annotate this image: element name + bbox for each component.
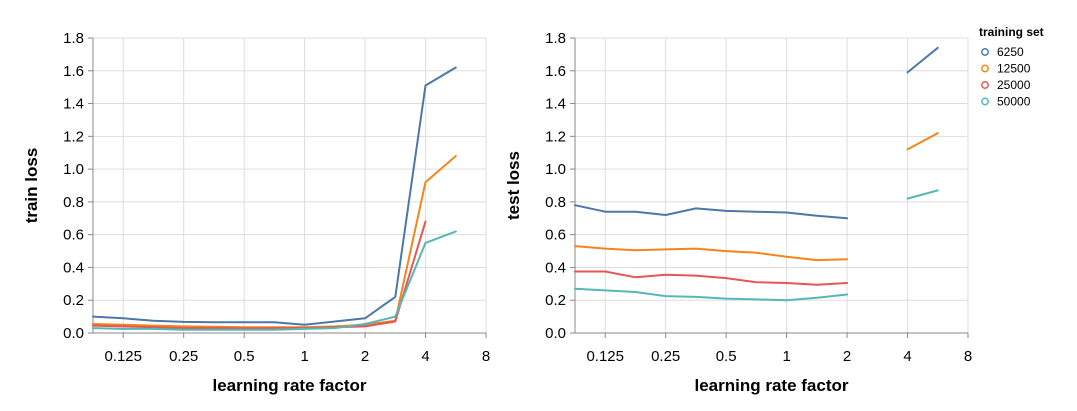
y-tick-label: 1.2 [63,128,84,145]
y-axis-title: test loss [504,151,523,220]
x-tick-label: 0.5 [716,348,737,365]
legend-symbol [981,64,989,73]
y-tick-label: 0.8 [545,194,566,211]
legend-symbol [981,81,989,89]
y-tick-label: 1.2 [545,128,566,145]
test-series-line-6250 [574,204,849,220]
legend-label: 25000 [997,78,1031,92]
x-axis-title: learning rate factor [213,376,367,395]
x-tick-label: 0.125 [104,348,142,365]
test-series-line-12500 [574,245,849,262]
x-tick-label: 1 [300,348,308,365]
x-tick-label: 4 [421,348,429,365]
y-tick-label: 0.6 [545,227,566,244]
x-tick-label: 0.25 [651,348,680,365]
x-tick-label: 8 [964,348,972,365]
x-tick-label: 1 [782,348,790,365]
x-tick-label: 2 [361,348,369,365]
y-tick-label: 1.4 [545,96,566,113]
legend-label: 50000 [997,95,1031,109]
x-tick-label: 4 [903,348,911,365]
y-tick-label: 0.2 [545,292,566,309]
test-series-line-50000 [906,189,939,200]
y-tick-label: 0.4 [545,259,566,276]
y-tick-label: 1.0 [545,161,566,178]
x-axis-title: learning rate factor [695,376,849,395]
test-loss-chart: 0.0 0.2 0.4 0.6 0.8 1.0 1.2 1.4 1.6 1.8 0.125 0.25 0… [504,30,972,395]
y-tick-label: 0.6 [63,227,84,244]
train-series-line-25000 [92,220,427,330]
y-tick-label: 0.2 [63,292,84,309]
train-loss-chart: 0.0 0.2 0.4 0.6 0.8 1.0 1.2 1.4 1.6 1.8 0.125 0.25 0… [22,30,490,395]
y-tick-label: 1.4 [63,96,84,113]
y-tick-label: 1.0 [63,161,84,178]
legend-symbol [981,97,989,106]
x-tick-label: 0.25 [169,348,198,365]
legend-symbol [981,48,989,56]
legend-title: training set [979,25,1044,39]
y-axis-title: train loss [22,148,41,224]
x-tick-label: 8 [482,348,490,365]
y-tick-label: 1.8 [545,30,566,47]
test-series-line-12500 [906,132,939,151]
x-tick-label: 0.5 [234,348,255,365]
legend: training set 6250 12500 25000 50000 [979,25,1044,109]
y-tick-label: 1.6 [545,63,566,80]
x-tick-label: 0.125 [586,348,624,365]
test-series-line-50000 [574,287,849,302]
legend-label: 6250 [997,45,1024,59]
test-series-line-25000 [574,270,849,286]
y-tick-label: 1.8 [63,30,84,47]
y-tick-label: 0.0 [545,325,566,342]
train-series-line-6250 [92,66,457,326]
train-series-line-50000 [92,230,457,331]
legend-label: 12500 [997,62,1031,76]
test-series-line-6250 [906,46,939,74]
y-tick-label: 0.0 [63,325,84,342]
y-tick-label: 0.8 [63,194,84,211]
y-tick-label: 1.6 [63,63,84,80]
x-tick-label: 2 [843,348,851,365]
y-tick-label: 0.4 [63,259,84,276]
